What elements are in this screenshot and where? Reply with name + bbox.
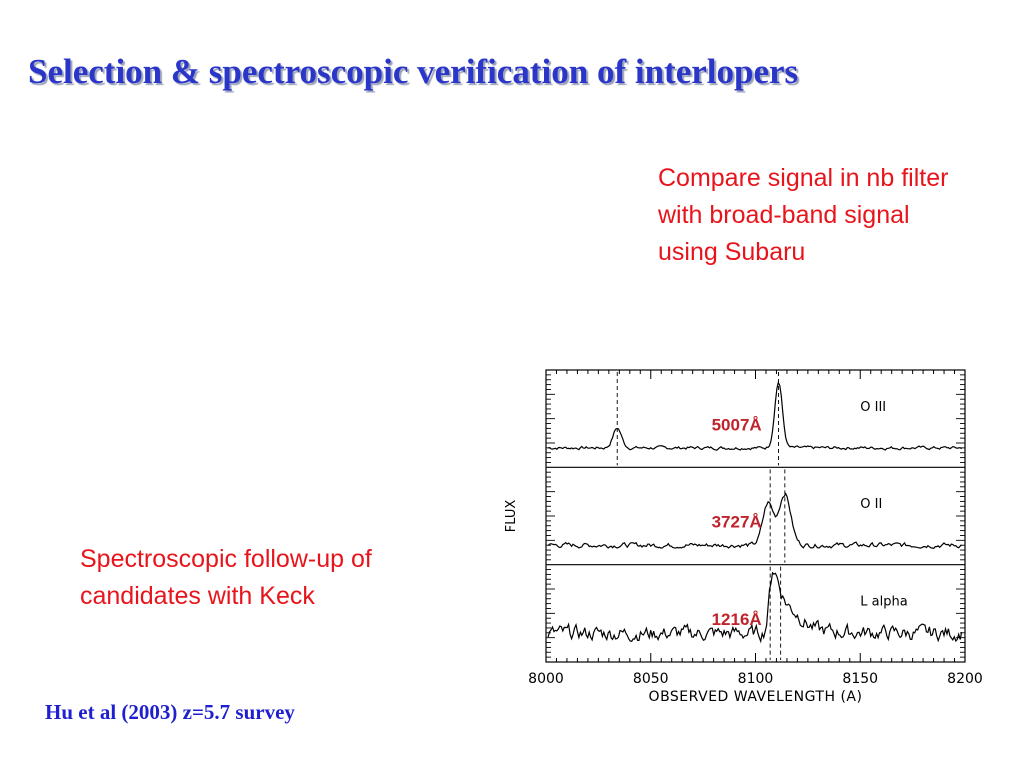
x-tick-label: 8150 xyxy=(842,671,878,687)
x-tick-label: 8050 xyxy=(633,671,669,687)
x-tick-label: 8100 xyxy=(738,671,774,687)
panel-ion-label: L alpha xyxy=(860,595,907,610)
note-subaru-comparison: Compare signal in nb filter with broad-b… xyxy=(658,164,949,266)
panel-ion-label: O II xyxy=(860,497,882,512)
rest-wavelength-label: 1216Å xyxy=(712,610,762,629)
rest-wavelength-label: 5007Å xyxy=(712,415,762,434)
citation: Hu et al (2003) z=5.7 survey xyxy=(45,700,295,724)
x-axis-label: OBSERVED WAVELENGTH (A) xyxy=(649,689,863,705)
spectrum-line xyxy=(547,492,962,549)
y-axis-label: FLUX xyxy=(504,500,519,533)
note-keck-followup: Spectroscopic follow-up of candidates wi… xyxy=(80,545,372,610)
x-tick-label: 8200 xyxy=(947,671,983,687)
spectrum-line xyxy=(547,571,963,644)
slide-title: Selection & spectroscopic verification o… xyxy=(28,52,799,91)
rest-wavelength-label: 3727Å xyxy=(712,513,762,532)
panel-ion-label: O III xyxy=(860,400,886,415)
x-tick-label: 8000 xyxy=(528,671,564,687)
spectra-chart: 8000 8050 8100 8150 8200 OBSERVED WAVELENGTH … xyxy=(504,369,983,705)
